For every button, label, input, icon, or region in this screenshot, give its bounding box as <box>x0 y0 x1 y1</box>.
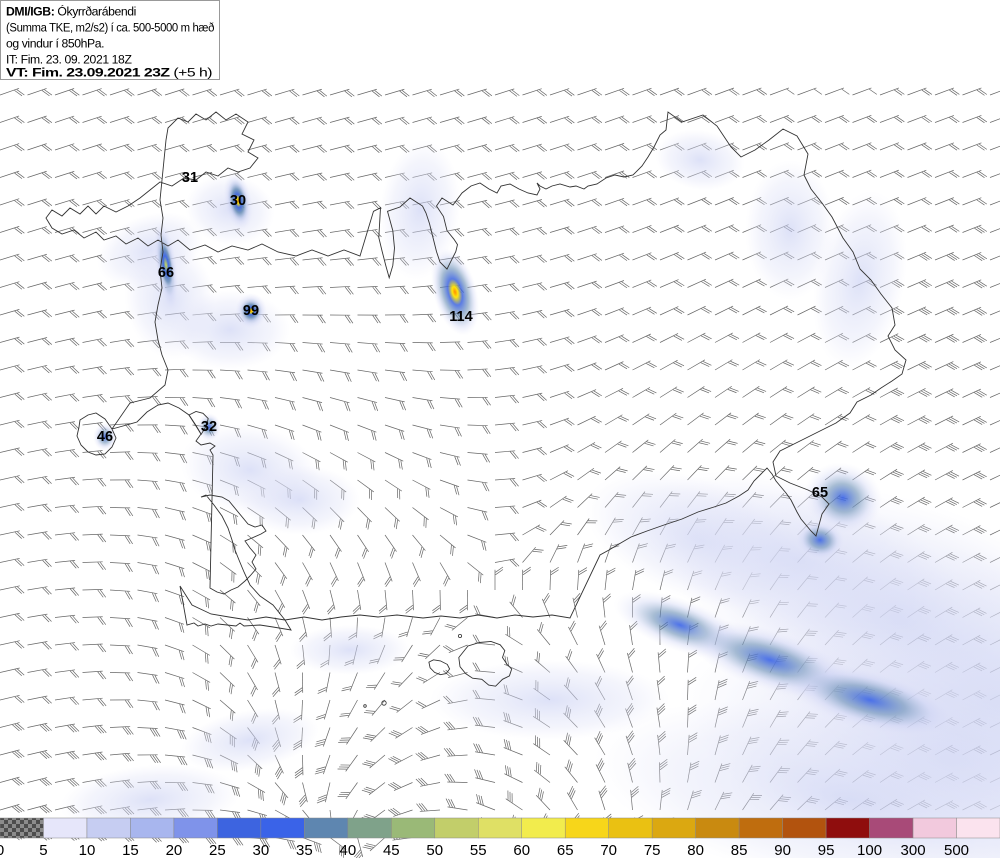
svg-text:20: 20 <box>166 842 183 858</box>
svg-text:45: 45 <box>383 842 400 858</box>
svg-text:66: 66 <box>158 265 174 281</box>
svg-text:95: 95 <box>818 842 835 858</box>
svg-text:100: 100 <box>857 842 882 858</box>
svg-text:65: 65 <box>812 485 828 501</box>
svg-text:114: 114 <box>449 309 472 325</box>
svg-text:55: 55 <box>470 842 487 858</box>
svg-text:31: 31 <box>182 170 198 186</box>
svg-text:85: 85 <box>731 842 748 858</box>
svg-text:og vindur í 850hPa.: og vindur í 850hPa. <box>6 37 104 51</box>
svg-text:30: 30 <box>253 842 270 858</box>
svg-text:35: 35 <box>296 842 313 858</box>
svg-text:75: 75 <box>644 842 661 858</box>
svg-text:300: 300 <box>901 842 926 858</box>
svg-text:60: 60 <box>513 842 530 858</box>
svg-text:5: 5 <box>39 842 47 858</box>
svg-text:IT: Fim. 23. 09. 2021 18Z: IT: Fim. 23. 09. 2021 18Z <box>6 52 132 66</box>
svg-text:15: 15 <box>122 842 139 858</box>
svg-text:90: 90 <box>774 842 791 858</box>
svg-text:0: 0 <box>0 842 4 858</box>
svg-text:32: 32 <box>201 419 217 435</box>
svg-text:65: 65 <box>557 842 574 858</box>
svg-text:70: 70 <box>600 842 617 858</box>
svg-text:(Summa TKE, m2/s2) í ca. 500-5: (Summa TKE, m2/s2) í ca. 500-5000 m hæð <box>6 21 215 35</box>
svg-text:10: 10 <box>79 842 96 858</box>
svg-text:DMI/IGB: Ókyrrðarábendi: DMI/IGB: Ókyrrðarábendi <box>6 4 136 19</box>
svg-text:30: 30 <box>230 193 246 209</box>
svg-text:VT: Fim. 23.09.2021 23Z (+5 h): VT: Fim. 23.09.2021 23Z (+5 h) <box>6 66 212 80</box>
svg-text:25: 25 <box>209 842 226 858</box>
svg-text:40: 40 <box>339 842 356 858</box>
svg-text:80: 80 <box>687 842 704 858</box>
svg-text:500: 500 <box>944 842 969 858</box>
svg-text:99: 99 <box>243 303 259 319</box>
svg-text:50: 50 <box>426 842 443 858</box>
svg-text:46: 46 <box>97 429 113 445</box>
